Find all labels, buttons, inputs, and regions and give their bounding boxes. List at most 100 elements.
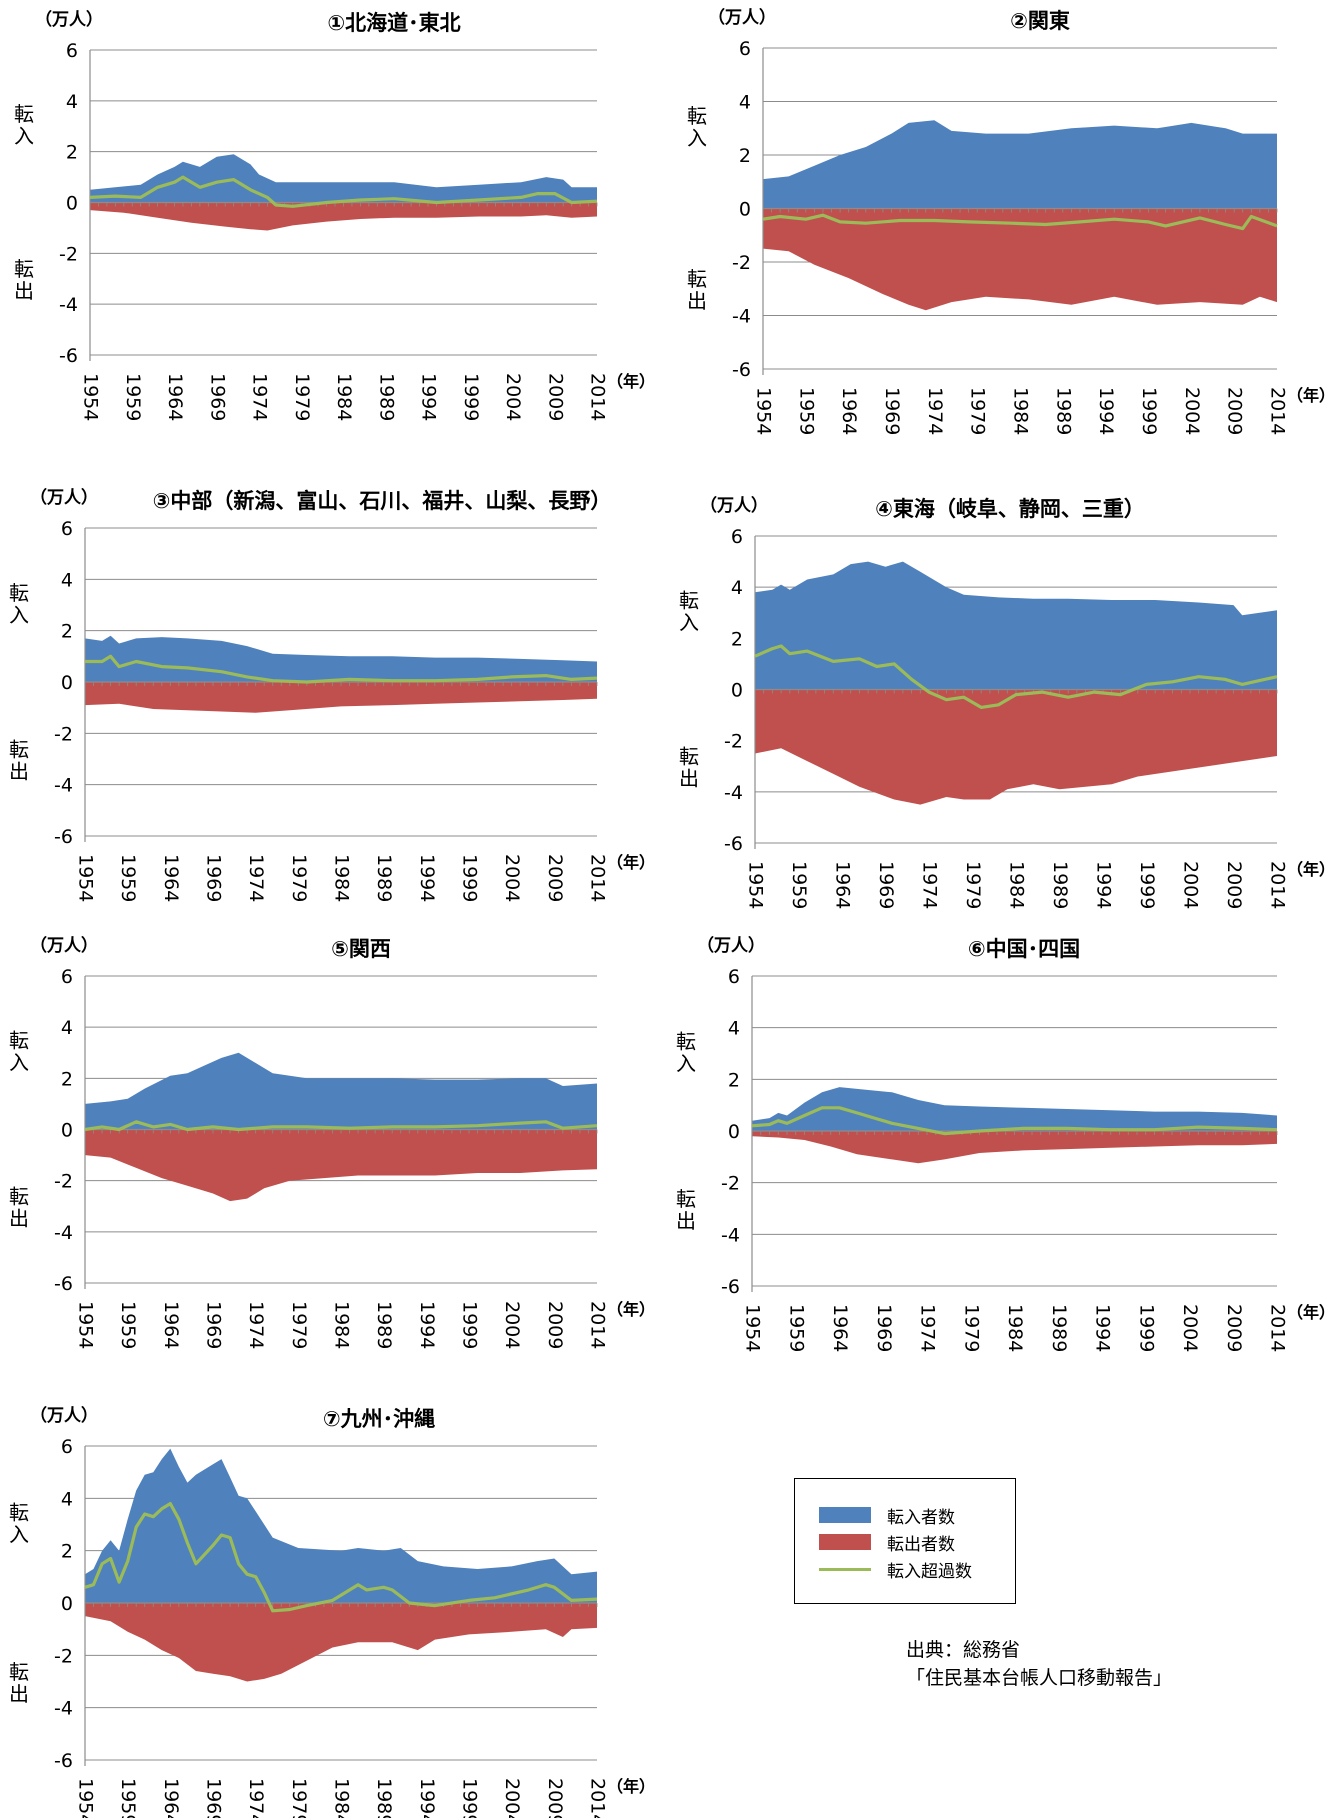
- x-tick-label: 2004: [501, 1301, 523, 1349]
- x-tick-label: 1999: [459, 1301, 481, 1349]
- legend-item-net: 転入超過数: [819, 1557, 1009, 1582]
- y-tick-label: 2: [61, 621, 73, 643]
- x-tick-label: 1979: [288, 1778, 310, 1818]
- x-tick-label: 1999: [459, 1778, 481, 1818]
- axis-out-label: 転: [9, 737, 29, 761]
- y-tick-label: 0: [731, 680, 743, 702]
- y-tick-label: 2: [66, 142, 78, 164]
- x-tick-label: 1959: [122, 373, 144, 421]
- x-tick-label: 1964: [838, 387, 860, 435]
- year-label: （年）: [607, 1300, 655, 1319]
- x-tick-label: 1999: [1136, 861, 1158, 909]
- x-tick-label: 1969: [203, 854, 225, 902]
- unit-label: （万人）: [700, 495, 768, 516]
- x-tick-label: 1969: [875, 861, 897, 909]
- y-tick-label: 2: [61, 1541, 73, 1563]
- y-tick-label: 6: [728, 966, 740, 988]
- x-tick-label: 2004: [501, 854, 523, 902]
- axis-in-label: 入: [14, 124, 34, 148]
- x-tick-label: 1959: [788, 861, 810, 909]
- x-tick-label: 2014: [1267, 861, 1289, 909]
- y-tick-label: -6: [721, 1276, 740, 1298]
- y-tick-label: -4: [732, 306, 751, 328]
- series-out-area: [90, 202, 597, 231]
- x-tick-label: 1959: [117, 1778, 139, 1818]
- year-label: （年）: [607, 853, 655, 872]
- x-tick-label: 1984: [1006, 861, 1028, 909]
- x-tick-label: 1964: [832, 861, 854, 909]
- x-tick-label: 2009: [544, 373, 566, 421]
- x-tick-label: 1974: [249, 373, 271, 421]
- x-tick-label: 1979: [288, 854, 310, 902]
- x-tick-label: 1989: [375, 373, 397, 421]
- x-tick-label: 2004: [1179, 1304, 1201, 1352]
- y-tick-label: 2: [731, 628, 743, 650]
- x-tick-label: 1954: [75, 1778, 97, 1818]
- y-tick-label: -2: [59, 243, 78, 265]
- y-tick-label: -4: [54, 775, 73, 797]
- x-tick-label: 1974: [924, 387, 946, 435]
- source-line-2: 「住民基本台帳人口移動報告」: [906, 1667, 1173, 1689]
- y-tick-label: -2: [724, 731, 743, 753]
- series-out-area: [85, 1603, 597, 1682]
- year-label: （年）: [607, 372, 655, 391]
- y-tick-label: 2: [728, 1069, 740, 1091]
- y-tick-label: 0: [61, 1120, 73, 1142]
- chart-title: ③中部（新潟、富山、石川、福井、山梨、長野）: [153, 489, 612, 513]
- x-tick-label: 2014: [587, 373, 609, 421]
- x-tick-label: 1984: [333, 373, 355, 421]
- series-net-line: [762, 213, 1278, 231]
- x-tick-label: 1984: [331, 1301, 353, 1349]
- x-tick-label: 1994: [416, 854, 438, 902]
- y-tick-label: -2: [732, 252, 751, 274]
- axis-out-label: 転: [687, 267, 707, 291]
- axis-out-label: 転: [14, 257, 34, 281]
- series-net-line: [84, 1120, 598, 1132]
- y-tick-label: 0: [61, 1593, 73, 1615]
- x-tick-label: 1964: [164, 373, 186, 421]
- chart-title: ⑥中国･四国: [968, 937, 1080, 961]
- x-tick-label: 1989: [1048, 1304, 1070, 1352]
- x-tick-label: 1989: [373, 854, 395, 902]
- axis-in-label: 入: [9, 1522, 29, 1546]
- x-tick-label: 2014: [1267, 1304, 1289, 1352]
- x-tick-label: 1994: [416, 1301, 438, 1349]
- y-tick-label: -4: [54, 1222, 73, 1244]
- axis-in-label: 入: [676, 1051, 696, 1075]
- y-tick-label: 0: [61, 672, 73, 694]
- series-in-area: [90, 154, 597, 203]
- axis-in-label: 転: [676, 1029, 696, 1053]
- legend-swatch-net: [819, 1568, 871, 1571]
- year-label: （年）: [607, 1777, 655, 1796]
- x-tick-label: 1974: [919, 861, 941, 909]
- x-tick-label: 1984: [1010, 387, 1032, 435]
- x-tick-label: 1959: [117, 1301, 139, 1349]
- x-tick-label: 1964: [160, 1301, 182, 1349]
- series-in-area: [755, 561, 1277, 690]
- legend-label-net: 転入超過数: [887, 1562, 972, 1582]
- unit-label: （万人）: [697, 935, 765, 956]
- legend-label-out: 転出者数: [887, 1535, 955, 1555]
- y-tick-label: 0: [728, 1121, 740, 1143]
- y-tick-label: 6: [61, 966, 73, 988]
- y-tick-label: 2: [61, 1068, 73, 1090]
- unit-label: （万人）: [35, 9, 103, 30]
- x-tick-label: 1964: [829, 1304, 851, 1352]
- y-tick-label: 4: [728, 1018, 740, 1040]
- series-net-line: [751, 1106, 1278, 1136]
- x-tick-label: 2009: [544, 1778, 566, 1818]
- unit-label: （万人）: [708, 7, 776, 28]
- y-tick-label: 6: [731, 526, 743, 548]
- series-in-area: [85, 1052, 597, 1130]
- y-tick-label: -4: [59, 294, 78, 316]
- y-tick-label: 6: [66, 40, 78, 62]
- series-net-line: [85, 654, 598, 684]
- axis-in-label: 転: [9, 581, 29, 605]
- axis-out-label: 転: [676, 1187, 696, 1211]
- y-tick-label: -2: [54, 1645, 73, 1667]
- y-tick-label: -6: [54, 1750, 73, 1772]
- x-tick-label: 1999: [1135, 1304, 1157, 1352]
